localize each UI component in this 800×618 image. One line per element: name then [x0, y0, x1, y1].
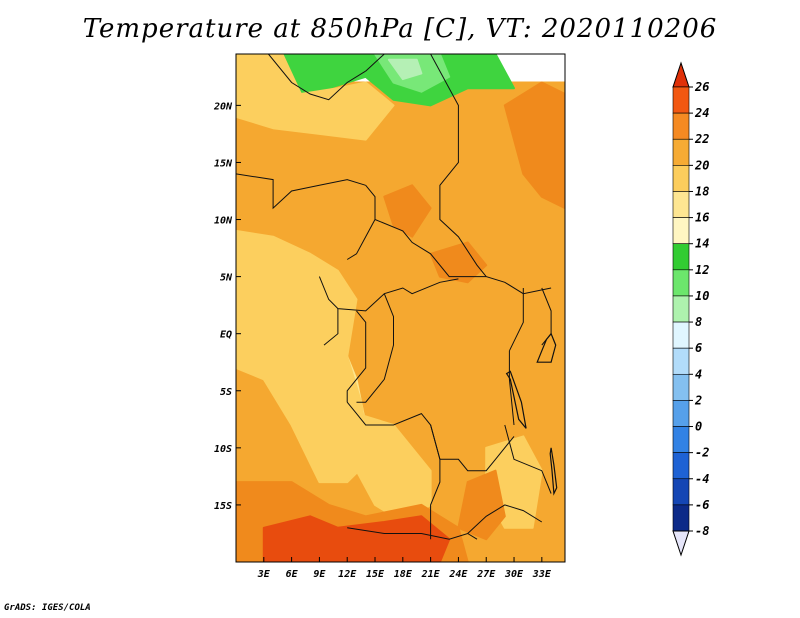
colorbar-label: 20 — [694, 158, 709, 172]
temperature-fill — [236, 54, 565, 562]
border-line — [467, 504, 543, 534]
colorbar-segment — [672, 452, 690, 480]
temp-region-hot-sudan — [503, 81, 565, 210]
colorbar-segment — [672, 347, 690, 375]
border-line — [236, 173, 366, 210]
lat-tick-label: 10S — [214, 444, 232, 455]
border-line — [508, 350, 515, 426]
border-line — [323, 308, 339, 346]
lon-tick-label: 21E — [421, 569, 441, 580]
lon-tick-label: 9E — [313, 569, 326, 580]
lat-tick-label: 15S — [214, 501, 232, 512]
border-line — [356, 293, 394, 403]
colorbar-segment — [672, 504, 690, 532]
lon-tick-label: 24E — [448, 569, 468, 580]
lat-tick-label: 5S — [220, 387, 232, 398]
lon-tick-label: 6E — [286, 569, 299, 580]
lon-tick-label: 3E — [257, 569, 271, 580]
border-line — [346, 184, 376, 260]
colorbar-segment — [672, 400, 690, 427]
lake-outline — [536, 332, 557, 363]
colorbar-label: 6 — [695, 341, 702, 355]
colorbar-segment — [672, 165, 690, 192]
lon-tick-label: 12E — [338, 569, 357, 580]
temp-region-hot-car — [429, 241, 488, 284]
longitude-axis: 3E 6E 9E 12E 15E 18E 21E 24E 27E 30E 33E — [257, 557, 552, 580]
colorbar-label: -8 — [695, 524, 709, 538]
colorbar-label: 12 — [695, 263, 709, 277]
lat-tick-label: 20N — [213, 101, 233, 112]
latitude-axis: 20N 15N 10N 5N EQ 5S 10S 15S — [213, 101, 241, 512]
colorbar-label: -6 — [695, 498, 709, 512]
colorbar-segment — [672, 478, 690, 506]
colorbar-label: 2 — [694, 393, 702, 407]
colorbar-segment — [672, 86, 690, 114]
lake-outline — [549, 447, 558, 496]
colorbar-bottom-arrow — [672, 530, 690, 557]
colorbar-segment — [672, 373, 690, 401]
lon-tick-label: 18E — [394, 569, 413, 580]
colorbar-segment — [672, 112, 690, 140]
lat-tick-label: 10N — [214, 216, 233, 227]
colorbar-segment — [672, 138, 690, 166]
colorbar-segment — [672, 321, 690, 349]
lon-tick-label: 15E — [366, 569, 385, 580]
temp-region-mild-sahel-west — [236, 54, 395, 141]
border-line — [430, 424, 441, 540]
colorbar-segment — [672, 295, 690, 323]
colorbar-top-arrow — [672, 61, 690, 88]
colorbar-segment — [672, 243, 690, 271]
colorbar-label: -2 — [695, 446, 709, 460]
colorbar-segment — [672, 426, 690, 453]
colorbar-label: 16 — [695, 211, 709, 225]
temp-region-hotter-kalahari — [262, 515, 451, 562]
colorbar-label: 8 — [695, 315, 702, 329]
colorbar-label: 26 — [694, 80, 709, 94]
lat-tick-label: EQ — [220, 330, 232, 341]
colorbar-label: 24 — [694, 106, 709, 120]
border-line — [508, 288, 524, 352]
border-line — [430, 54, 552, 295]
border-line — [268, 54, 366, 101]
colorbar-label: 18 — [695, 184, 709, 198]
border-line — [504, 424, 552, 494]
lake-outline — [505, 370, 527, 429]
lon-tick-label: 30E — [504, 569, 524, 580]
lon-tick-label: 27E — [476, 569, 496, 580]
colorbar-segment — [672, 269, 690, 297]
temp-region-hot-east — [457, 469, 506, 541]
colorbar-segment — [672, 217, 690, 245]
border-line — [374, 219, 487, 278]
lat-tick-label: 15N — [214, 158, 233, 169]
temp-region-hot-chad — [383, 184, 432, 238]
colorbar-label: 10 — [695, 289, 709, 303]
colorbar-label: 0 — [695, 420, 702, 434]
country-borders — [236, 54, 558, 540]
colorbar-label: 14 — [695, 237, 709, 251]
colorbar-label: 4 — [695, 367, 702, 381]
colorbar-label: 22 — [694, 132, 709, 146]
lat-tick-label: 5N — [220, 273, 233, 284]
border-line — [346, 310, 367, 403]
lon-tick-label: 33E — [532, 569, 552, 580]
border-line — [365, 54, 385, 72]
colorbar-label: -4 — [695, 472, 709, 486]
temp-region-cool-sahara-core — [387, 58, 423, 81]
grads-credit: GrADS: IGES/COLA — [4, 603, 91, 613]
map-title: Temperature at 850hPa [C], VT: 202011020… — [82, 14, 718, 44]
border-line — [347, 527, 478, 540]
map-frame — [235, 53, 566, 563]
colorbar-segment — [672, 191, 690, 218]
